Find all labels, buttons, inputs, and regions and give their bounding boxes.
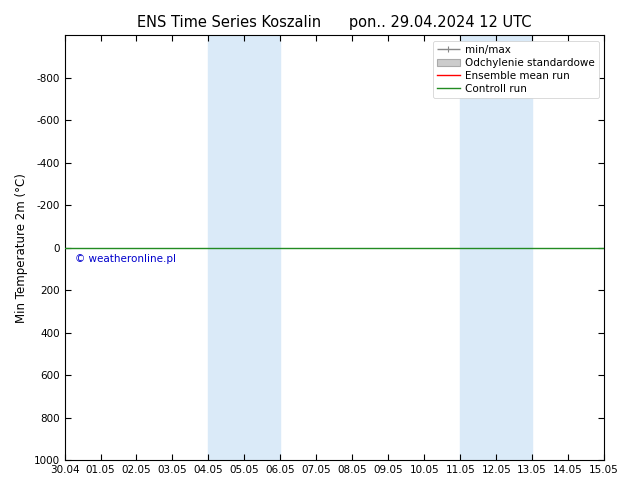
Legend: min/max, Odchylenie standardowe, Ensemble mean run, Controll run: min/max, Odchylenie standardowe, Ensembl… (433, 41, 599, 98)
Bar (209, 35, 280, 460)
Title: ENS Time Series Koszalin      pon.. 29.04.2024 12 UTC: ENS Time Series Koszalin pon.. 29.04.202… (137, 15, 531, 30)
Y-axis label: Min Temperature 2m (°C): Min Temperature 2m (°C) (15, 173, 28, 323)
Bar (460, 35, 532, 460)
Text: © weatheronline.pl: © weatheronline.pl (75, 254, 176, 264)
